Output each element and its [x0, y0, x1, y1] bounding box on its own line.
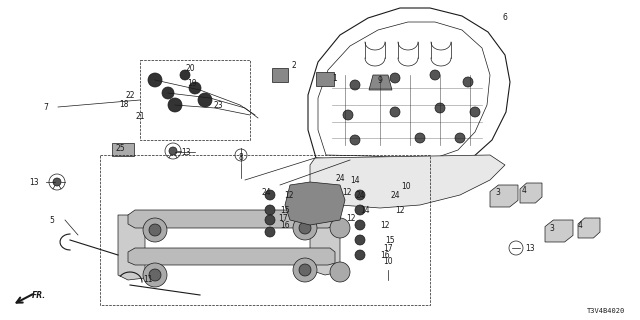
Text: 9: 9	[378, 76, 383, 84]
Circle shape	[143, 263, 167, 287]
Text: T3V4B4020: T3V4B4020	[587, 308, 625, 314]
Circle shape	[169, 147, 177, 155]
Polygon shape	[520, 183, 542, 203]
Circle shape	[293, 216, 317, 240]
Circle shape	[149, 269, 161, 281]
Circle shape	[330, 262, 350, 282]
Polygon shape	[578, 218, 600, 238]
Text: 25: 25	[115, 143, 125, 153]
Circle shape	[355, 190, 365, 200]
Text: 3: 3	[550, 223, 554, 233]
Polygon shape	[285, 182, 345, 225]
Text: 20: 20	[185, 63, 195, 73]
Polygon shape	[490, 185, 518, 207]
Bar	[272, 68, 288, 82]
Text: 8: 8	[239, 153, 243, 162]
Text: 18: 18	[119, 100, 129, 108]
Text: 12: 12	[380, 220, 390, 229]
Text: 14: 14	[350, 175, 360, 185]
Text: 16: 16	[280, 220, 290, 229]
Text: 3: 3	[495, 188, 500, 196]
Circle shape	[265, 190, 275, 200]
Circle shape	[180, 70, 190, 80]
Polygon shape	[310, 155, 505, 208]
Text: 13: 13	[181, 148, 191, 156]
Circle shape	[355, 220, 365, 230]
Text: 4: 4	[577, 220, 582, 229]
Text: 13: 13	[525, 244, 535, 252]
Text: 7: 7	[44, 102, 49, 111]
Text: 23: 23	[213, 100, 223, 109]
Circle shape	[355, 235, 365, 245]
Circle shape	[148, 73, 162, 87]
Circle shape	[470, 107, 480, 117]
Text: 24: 24	[390, 190, 400, 199]
Circle shape	[330, 218, 350, 238]
Polygon shape	[310, 210, 340, 275]
Text: 12: 12	[342, 188, 352, 196]
Text: 5: 5	[49, 215, 54, 225]
Circle shape	[350, 80, 360, 90]
Text: 24: 24	[355, 190, 365, 199]
Polygon shape	[118, 215, 145, 280]
Text: 6: 6	[502, 12, 508, 21]
Bar	[316, 72, 334, 86]
Text: 22: 22	[125, 91, 135, 100]
Bar	[100, 155, 430, 305]
Text: 11: 11	[143, 276, 153, 284]
Text: 4: 4	[522, 186, 527, 195]
Circle shape	[355, 250, 365, 260]
Text: 24: 24	[261, 188, 271, 196]
Circle shape	[390, 107, 400, 117]
Circle shape	[435, 103, 445, 113]
Circle shape	[299, 222, 311, 234]
Circle shape	[455, 133, 465, 143]
Text: 17: 17	[383, 244, 393, 252]
Polygon shape	[545, 220, 573, 242]
Text: 19: 19	[187, 78, 197, 87]
Text: 14: 14	[360, 205, 370, 214]
Circle shape	[168, 98, 182, 112]
Circle shape	[415, 133, 425, 143]
Text: 12: 12	[284, 190, 294, 199]
Circle shape	[463, 77, 473, 87]
Text: 1: 1	[333, 74, 337, 83]
Circle shape	[355, 205, 365, 215]
Bar	[112, 143, 134, 156]
Circle shape	[343, 110, 353, 120]
Text: 12: 12	[346, 213, 356, 222]
Text: 24: 24	[335, 173, 345, 182]
Circle shape	[265, 215, 275, 225]
Polygon shape	[128, 210, 335, 228]
Text: 12: 12	[396, 205, 404, 214]
Circle shape	[53, 178, 61, 186]
Text: FR.: FR.	[32, 291, 46, 300]
Circle shape	[350, 135, 360, 145]
Text: 17: 17	[278, 213, 288, 222]
Text: 13: 13	[29, 178, 39, 187]
Circle shape	[390, 73, 400, 83]
Circle shape	[293, 258, 317, 282]
Text: 15: 15	[280, 205, 290, 214]
Text: 2: 2	[292, 60, 296, 69]
Text: 21: 21	[135, 111, 145, 121]
Circle shape	[162, 87, 174, 99]
Circle shape	[143, 218, 167, 242]
Polygon shape	[369, 75, 392, 90]
Text: 15: 15	[385, 236, 395, 244]
Bar	[140, 60, 250, 140]
Circle shape	[198, 93, 212, 107]
Circle shape	[189, 82, 201, 94]
Polygon shape	[128, 248, 335, 265]
Text: 16: 16	[380, 251, 390, 260]
Circle shape	[265, 227, 275, 237]
Circle shape	[430, 70, 440, 80]
Circle shape	[149, 224, 161, 236]
Text: 10: 10	[383, 258, 393, 267]
Text: 10: 10	[401, 181, 411, 190]
Circle shape	[299, 264, 311, 276]
Circle shape	[265, 205, 275, 215]
